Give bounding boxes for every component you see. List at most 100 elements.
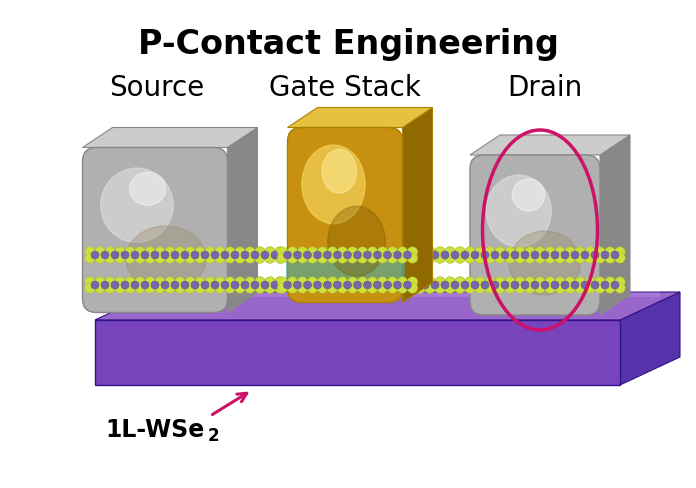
Circle shape bbox=[515, 283, 525, 293]
Circle shape bbox=[338, 277, 348, 287]
Circle shape bbox=[333, 281, 342, 289]
Circle shape bbox=[245, 253, 255, 263]
Circle shape bbox=[313, 251, 322, 259]
Ellipse shape bbox=[302, 145, 365, 224]
Circle shape bbox=[545, 253, 555, 263]
Circle shape bbox=[371, 281, 379, 289]
Circle shape bbox=[285, 277, 295, 287]
Circle shape bbox=[351, 251, 359, 259]
Circle shape bbox=[441, 251, 449, 259]
Circle shape bbox=[85, 277, 95, 287]
Circle shape bbox=[141, 281, 149, 289]
Circle shape bbox=[595, 247, 606, 257]
Circle shape bbox=[561, 251, 569, 259]
Circle shape bbox=[325, 277, 335, 287]
Circle shape bbox=[361, 251, 369, 259]
Polygon shape bbox=[402, 107, 432, 303]
Circle shape bbox=[441, 281, 449, 289]
Circle shape bbox=[451, 251, 459, 259]
Circle shape bbox=[221, 251, 229, 259]
Circle shape bbox=[481, 281, 489, 289]
Circle shape bbox=[471, 281, 479, 289]
Circle shape bbox=[615, 253, 625, 263]
Circle shape bbox=[404, 281, 411, 289]
Circle shape bbox=[131, 281, 139, 289]
Circle shape bbox=[255, 283, 265, 293]
Circle shape bbox=[171, 251, 179, 259]
Circle shape bbox=[425, 283, 435, 293]
Circle shape bbox=[125, 283, 135, 293]
Circle shape bbox=[561, 251, 569, 259]
Circle shape bbox=[165, 283, 175, 293]
Circle shape bbox=[287, 283, 298, 293]
Circle shape bbox=[264, 247, 275, 257]
Circle shape bbox=[135, 253, 145, 263]
Circle shape bbox=[541, 251, 549, 259]
Circle shape bbox=[345, 253, 355, 263]
Circle shape bbox=[135, 283, 145, 293]
Circle shape bbox=[431, 281, 439, 289]
Circle shape bbox=[505, 253, 515, 263]
Circle shape bbox=[221, 281, 229, 289]
Circle shape bbox=[285, 247, 295, 257]
Circle shape bbox=[231, 281, 239, 289]
Circle shape bbox=[155, 277, 165, 287]
Circle shape bbox=[485, 283, 495, 293]
Circle shape bbox=[545, 247, 555, 257]
Circle shape bbox=[367, 247, 378, 257]
Circle shape bbox=[185, 247, 195, 257]
Circle shape bbox=[355, 277, 365, 287]
Circle shape bbox=[454, 277, 465, 287]
Circle shape bbox=[475, 247, 485, 257]
Circle shape bbox=[505, 247, 515, 257]
Circle shape bbox=[335, 253, 345, 263]
Circle shape bbox=[575, 283, 585, 293]
Circle shape bbox=[277, 247, 287, 257]
Circle shape bbox=[405, 253, 416, 263]
Circle shape bbox=[275, 277, 285, 287]
Circle shape bbox=[575, 283, 585, 293]
Circle shape bbox=[595, 277, 606, 287]
Circle shape bbox=[181, 251, 189, 259]
Circle shape bbox=[271, 251, 279, 259]
Circle shape bbox=[231, 251, 239, 259]
Circle shape bbox=[135, 277, 145, 287]
Circle shape bbox=[185, 277, 195, 287]
Polygon shape bbox=[285, 249, 404, 291]
Circle shape bbox=[201, 251, 209, 259]
Circle shape bbox=[275, 253, 285, 263]
Circle shape bbox=[535, 283, 545, 293]
Circle shape bbox=[241, 251, 249, 259]
Circle shape bbox=[475, 253, 485, 263]
Circle shape bbox=[371, 281, 379, 289]
Circle shape bbox=[391, 281, 399, 289]
Circle shape bbox=[145, 283, 155, 293]
Circle shape bbox=[395, 277, 405, 287]
Circle shape bbox=[301, 251, 309, 259]
Circle shape bbox=[317, 277, 328, 287]
Circle shape bbox=[125, 277, 135, 287]
Circle shape bbox=[161, 251, 169, 259]
Circle shape bbox=[385, 283, 395, 293]
Circle shape bbox=[335, 247, 345, 257]
Polygon shape bbox=[620, 292, 680, 385]
Circle shape bbox=[235, 253, 245, 263]
Circle shape bbox=[521, 251, 529, 259]
Circle shape bbox=[595, 283, 606, 293]
Circle shape bbox=[585, 277, 595, 287]
Circle shape bbox=[501, 251, 509, 259]
Circle shape bbox=[277, 253, 287, 263]
Circle shape bbox=[381, 281, 389, 289]
Circle shape bbox=[195, 283, 205, 293]
Circle shape bbox=[595, 277, 606, 287]
Circle shape bbox=[235, 253, 245, 263]
Circle shape bbox=[255, 247, 265, 257]
Circle shape bbox=[308, 253, 317, 263]
Circle shape bbox=[275, 253, 285, 263]
Circle shape bbox=[401, 281, 409, 289]
Polygon shape bbox=[228, 127, 258, 312]
Circle shape bbox=[95, 253, 105, 263]
Circle shape bbox=[235, 277, 245, 287]
Text: 2: 2 bbox=[208, 427, 220, 445]
Circle shape bbox=[235, 283, 245, 293]
